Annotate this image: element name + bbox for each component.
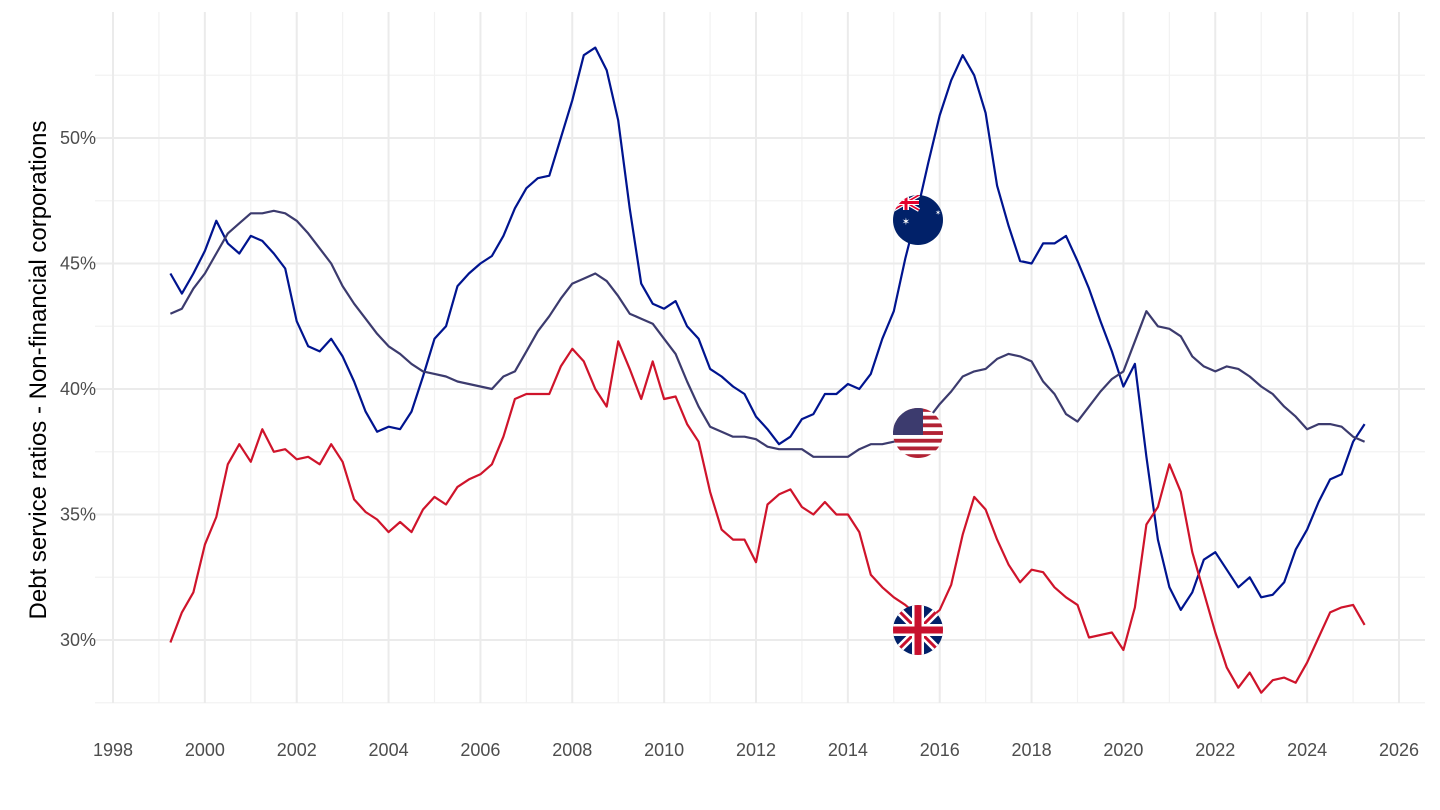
y-tick-label: 35%	[60, 505, 96, 525]
series-lines	[169, 46, 1366, 694]
svg-text:✶: ✶	[902, 217, 910, 228]
usa-flag-icon	[893, 408, 943, 458]
x-tick-label: 2026	[1379, 740, 1419, 760]
australia-flag-icon: ✶ ✶	[893, 195, 943, 245]
x-tick-label: 1998	[93, 740, 133, 760]
x-tick-label: 2004	[369, 740, 409, 760]
x-tick-label: 2012	[736, 740, 776, 760]
x-tick-label: 2018	[1012, 740, 1052, 760]
x-tick-label: 2016	[920, 740, 960, 760]
x-tick-label: 2020	[1103, 740, 1143, 760]
x-axis-ticks: 1998 2000 2002 2004 2006 2008 2010 2012 2014 2016…	[93, 740, 1419, 760]
x-tick-label: 2024	[1287, 740, 1327, 760]
x-tick-label: 2006	[460, 740, 500, 760]
x-tick-label: 2010	[644, 740, 684, 760]
y-tick-label: 50%	[60, 128, 96, 148]
series-line-united-kingdom	[169, 340, 1366, 694]
y-tick-label: 45%	[60, 254, 96, 274]
svg-text:✶: ✶	[935, 209, 941, 217]
x-tick-label: 2022	[1195, 740, 1235, 760]
flag-markers: ✶ ✶	[893, 195, 943, 655]
x-tick-label: 2000	[185, 740, 225, 760]
grid	[95, 12, 1425, 704]
y-tick-label: 40%	[60, 379, 96, 399]
x-tick-label: 2008	[552, 740, 592, 760]
uk-flag-icon	[893, 605, 943, 655]
x-tick-label: 2014	[828, 740, 868, 760]
series-line-united-states	[169, 209, 1366, 458]
y-axis-ticks: 30% 35% 40% 45% 50%	[60, 128, 96, 650]
x-tick-label: 2002	[277, 740, 317, 760]
y-axis-title: Debt service ratios - Non-financial corp…	[25, 121, 52, 620]
series-line-australia	[169, 46, 1366, 612]
y-tick-label: 30%	[60, 630, 96, 650]
